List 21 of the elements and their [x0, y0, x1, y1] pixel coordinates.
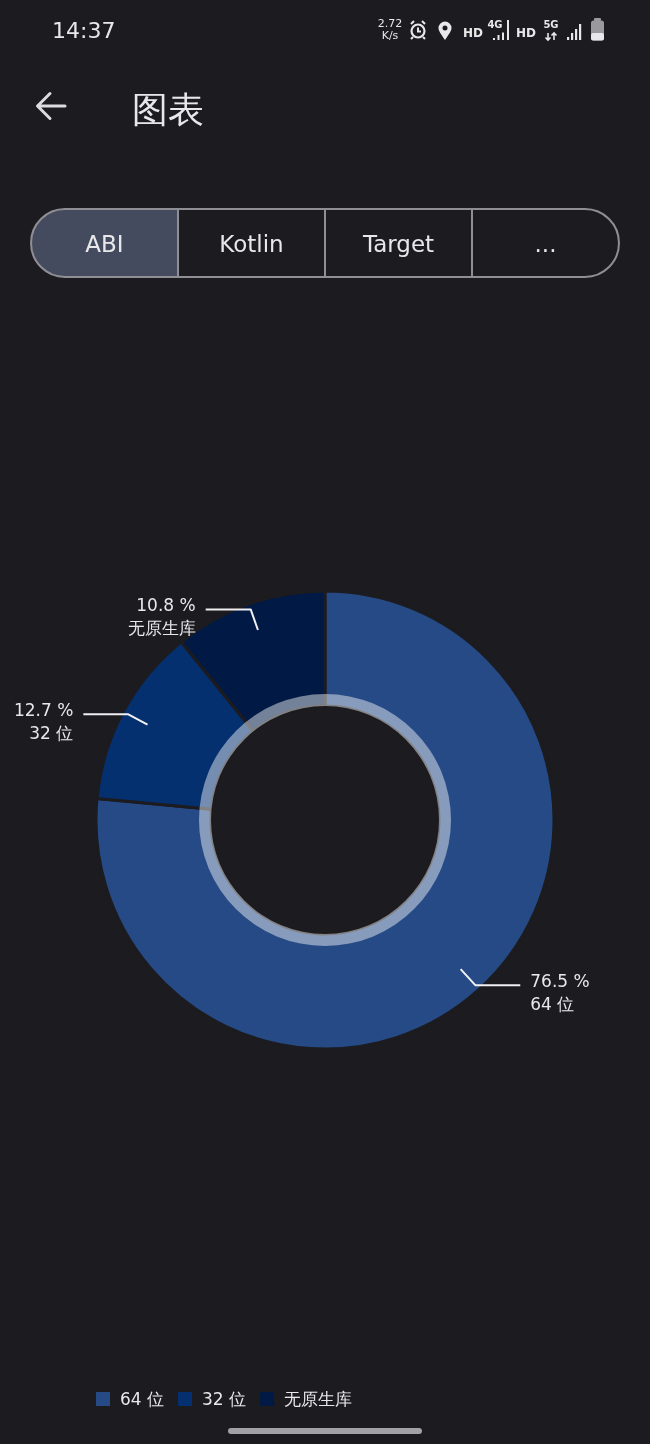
- category-label: 无原生库: [127, 618, 196, 639]
- tab-label: Target: [362, 231, 435, 257]
- tab-label: ABI: [85, 231, 124, 257]
- data-label: 76.5 %: [530, 971, 590, 992]
- legend-label: 无原生库: [284, 1389, 353, 1409]
- category-label: 32 位: [29, 723, 74, 744]
- status-text: 14:37: [52, 18, 116, 43]
- legend-label: 64 位: [120, 1389, 165, 1409]
- status-text: HD: [516, 26, 536, 40]
- title: 图表: [132, 89, 204, 130]
- status-text: 5G: [543, 19, 559, 30]
- data-label: 12.7 %: [13, 700, 74, 721]
- category-label: 64 位: [530, 994, 575, 1015]
- data-label: 10.8 %: [136, 595, 196, 616]
- status-text: HD: [463, 26, 483, 40]
- status-text: 4G: [487, 19, 503, 30]
- tab-label: Kotlin: [219, 231, 284, 257]
- tab-label: ...: [534, 231, 557, 257]
- legend-label: 32 位: [202, 1389, 247, 1409]
- status-text: K/s: [381, 29, 399, 42]
- status-text: 2.72: [377, 17, 403, 30]
